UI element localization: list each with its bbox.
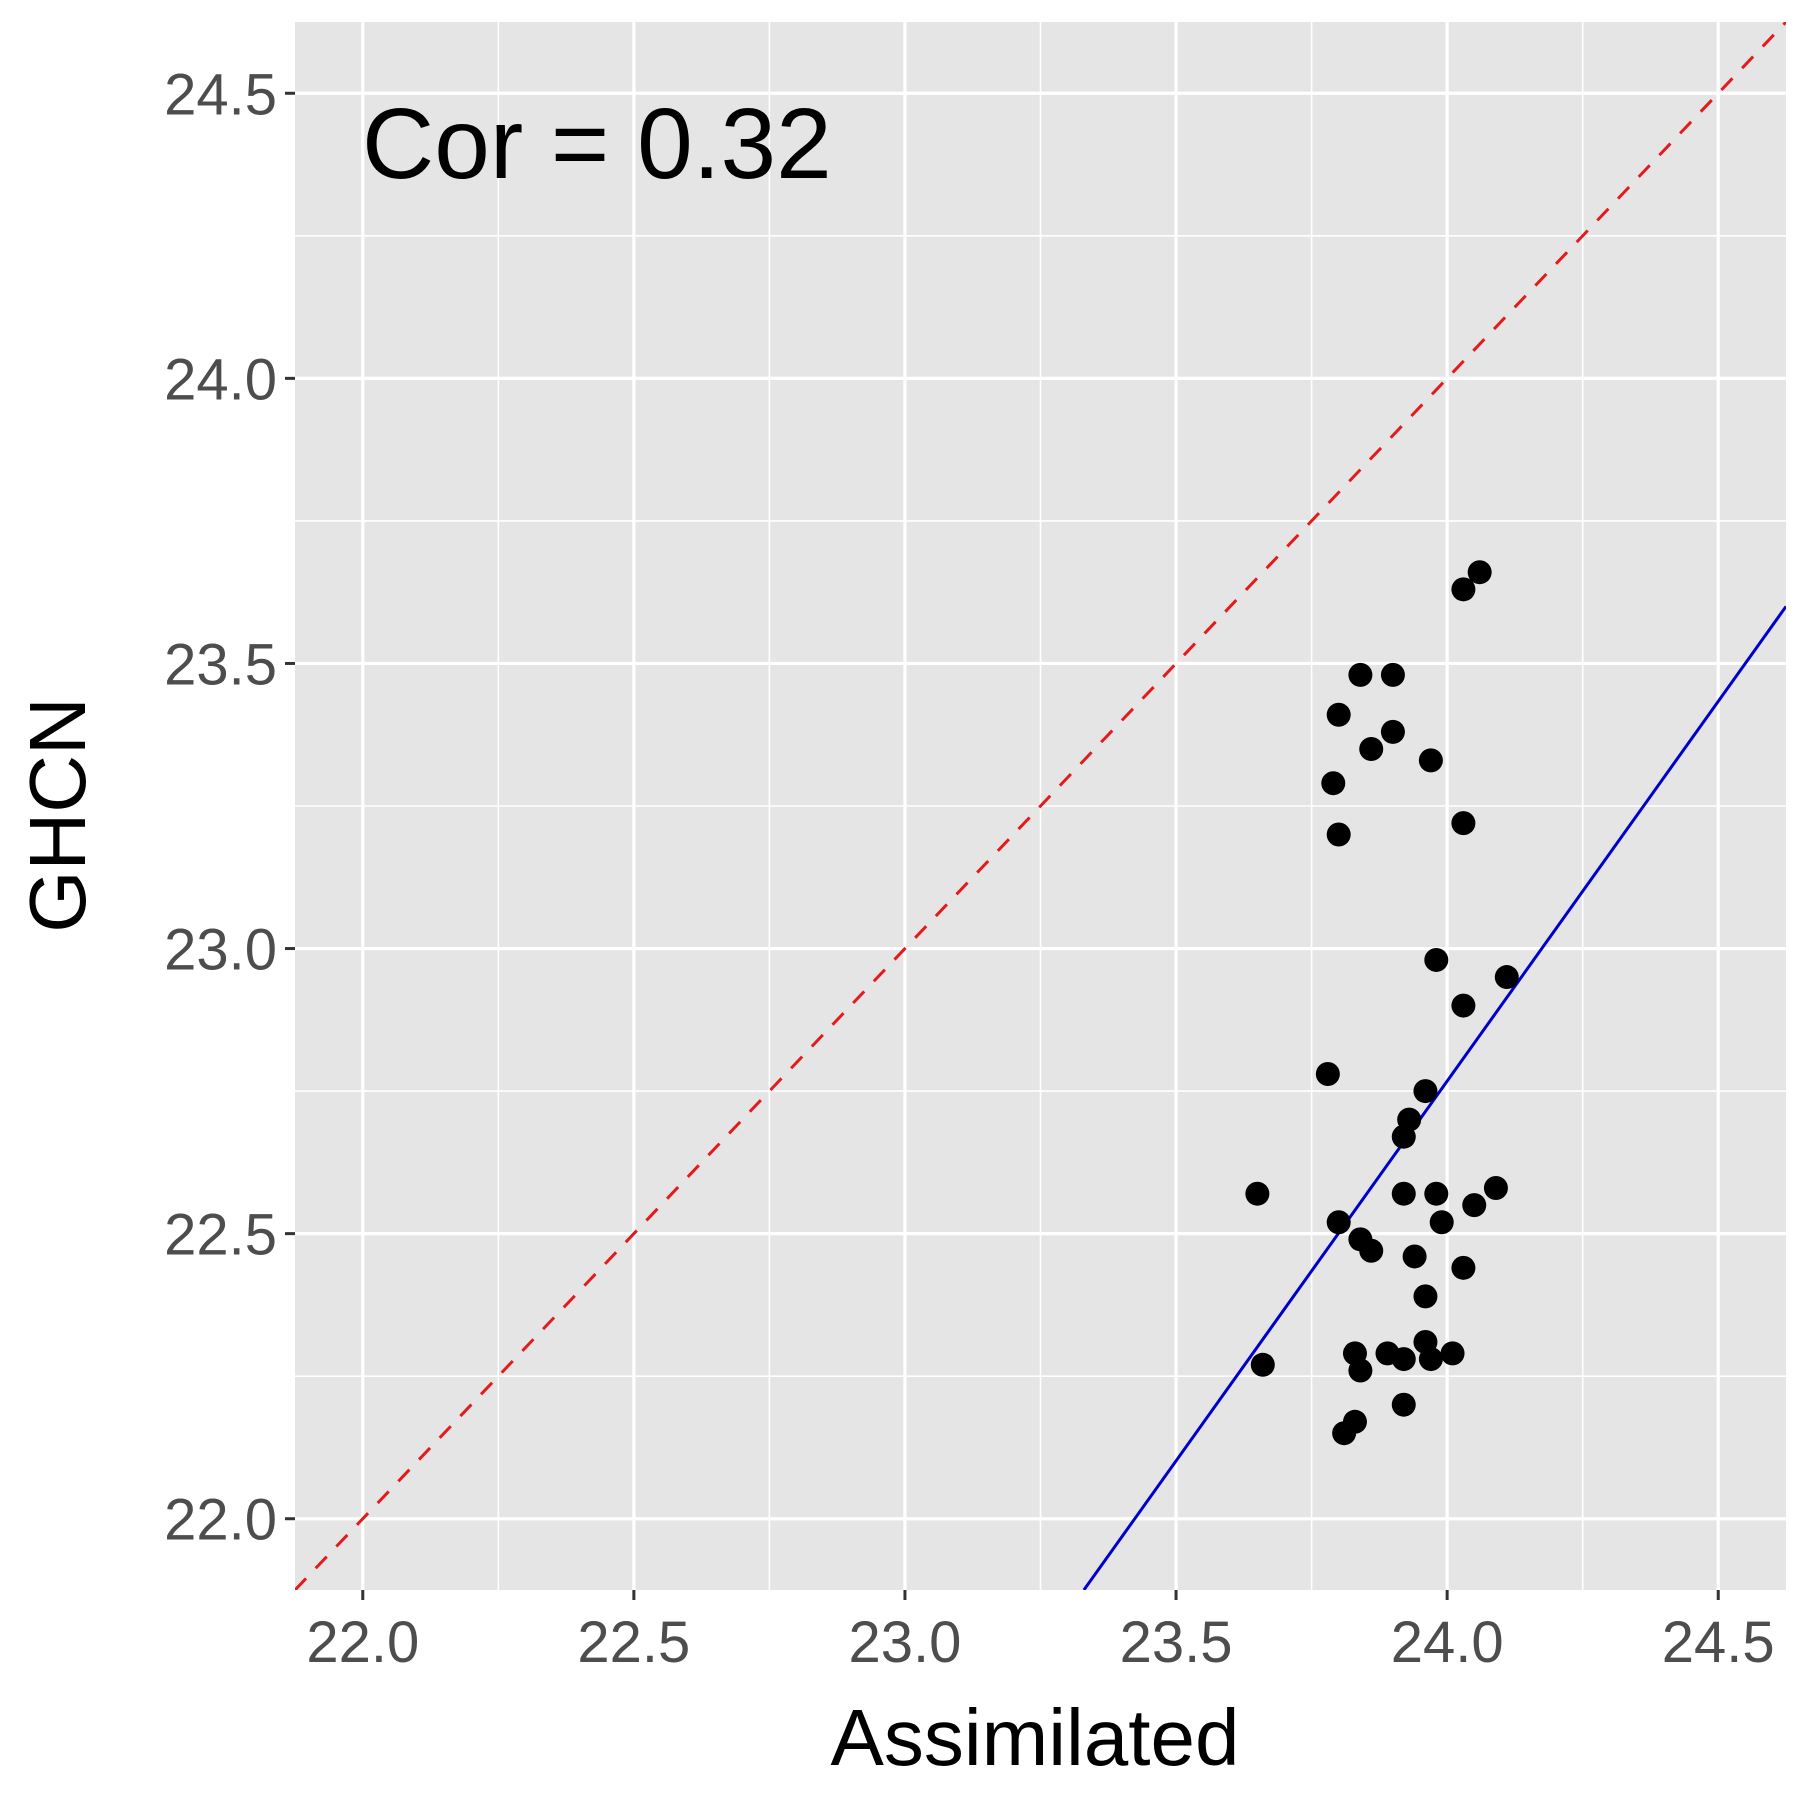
data-point — [1391, 1181, 1416, 1206]
data-point — [1332, 1421, 1357, 1446]
data-point — [1424, 1181, 1449, 1206]
data-point — [1418, 748, 1443, 773]
data-point — [1391, 1347, 1416, 1372]
data-point — [1483, 1176, 1508, 1201]
y-tick-label: 22.0 — [164, 1488, 277, 1553]
x-tick-label: 23.5 — [1120, 1610, 1233, 1675]
data-point — [1418, 1347, 1443, 1372]
y-tick-label: 23.0 — [164, 918, 277, 983]
data-point — [1380, 662, 1405, 687]
data-point — [1451, 1255, 1476, 1280]
data-point — [1451, 993, 1476, 1018]
data-point — [1326, 822, 1351, 847]
y-axis-ticks: 22.0 22.5 23.0 23.5 24.0 24.5 — [164, 62, 295, 1553]
data-point — [1326, 1210, 1351, 1235]
x-axis-ticks: 22.0 22.5 23.0 23.5 24.0 24.5 — [306, 1590, 1775, 1675]
y-tick-label: 24.0 — [164, 347, 277, 412]
data-point — [1451, 811, 1476, 836]
data-point — [1451, 577, 1476, 602]
data-point — [1359, 1238, 1384, 1263]
data-point — [1326, 702, 1351, 727]
data-point — [1348, 662, 1373, 687]
x-tick-label: 22.0 — [306, 1610, 419, 1675]
x-tick-label: 24.0 — [1391, 1610, 1504, 1675]
identity-line — [295, 22, 1786, 1590]
data-point — [1250, 1352, 1275, 1377]
data-point — [1380, 719, 1405, 744]
data-point — [1494, 965, 1519, 990]
data-point — [1424, 947, 1449, 972]
x-tick-label: 24.5 — [1662, 1610, 1775, 1675]
data-point — [1391, 1124, 1416, 1149]
data-point — [1348, 1358, 1373, 1383]
y-axis-title: GHCN — [13, 697, 102, 933]
data-point — [1413, 1079, 1438, 1104]
x-tick-label: 22.5 — [577, 1610, 690, 1675]
data-point — [1429, 1210, 1454, 1235]
data-point — [1467, 560, 1492, 585]
y-tick-label: 22.5 — [164, 1203, 277, 1268]
data-points — [1245, 560, 1519, 1446]
data-point — [1315, 1061, 1340, 1086]
data-point — [1359, 736, 1384, 761]
data-point — [1245, 1181, 1270, 1206]
x-tick-label: 23.0 — [849, 1610, 962, 1675]
x-axis-title: Assimilated — [830, 1693, 1239, 1782]
y-tick-label: 23.5 — [164, 632, 277, 697]
data-point — [1413, 1284, 1438, 1309]
data-point — [1402, 1244, 1427, 1269]
y-tick-label: 24.5 — [164, 62, 277, 127]
data-point — [1462, 1193, 1487, 1218]
correlation-annotation: Cor = 0.32 — [362, 88, 832, 200]
data-point — [1440, 1341, 1465, 1366]
major-gridlines — [295, 22, 1786, 1590]
data-point — [1391, 1392, 1416, 1417]
plot-content — [295, 22, 1786, 1590]
data-point — [1321, 771, 1346, 796]
